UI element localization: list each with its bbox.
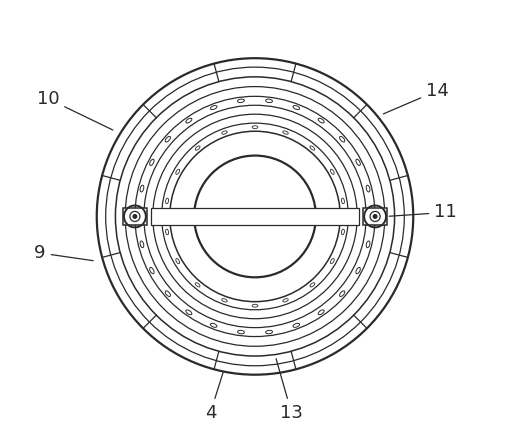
Text: 11: 11: [388, 203, 456, 221]
Text: 13: 13: [275, 359, 302, 422]
Text: 4: 4: [204, 372, 223, 422]
Text: 10: 10: [37, 90, 112, 130]
Text: 14: 14: [383, 82, 448, 114]
Bar: [362, 208, 386, 225]
Bar: [151, 208, 358, 225]
Bar: [123, 208, 147, 225]
Text: 9: 9: [34, 244, 93, 262]
Circle shape: [373, 215, 376, 218]
Circle shape: [133, 215, 136, 218]
